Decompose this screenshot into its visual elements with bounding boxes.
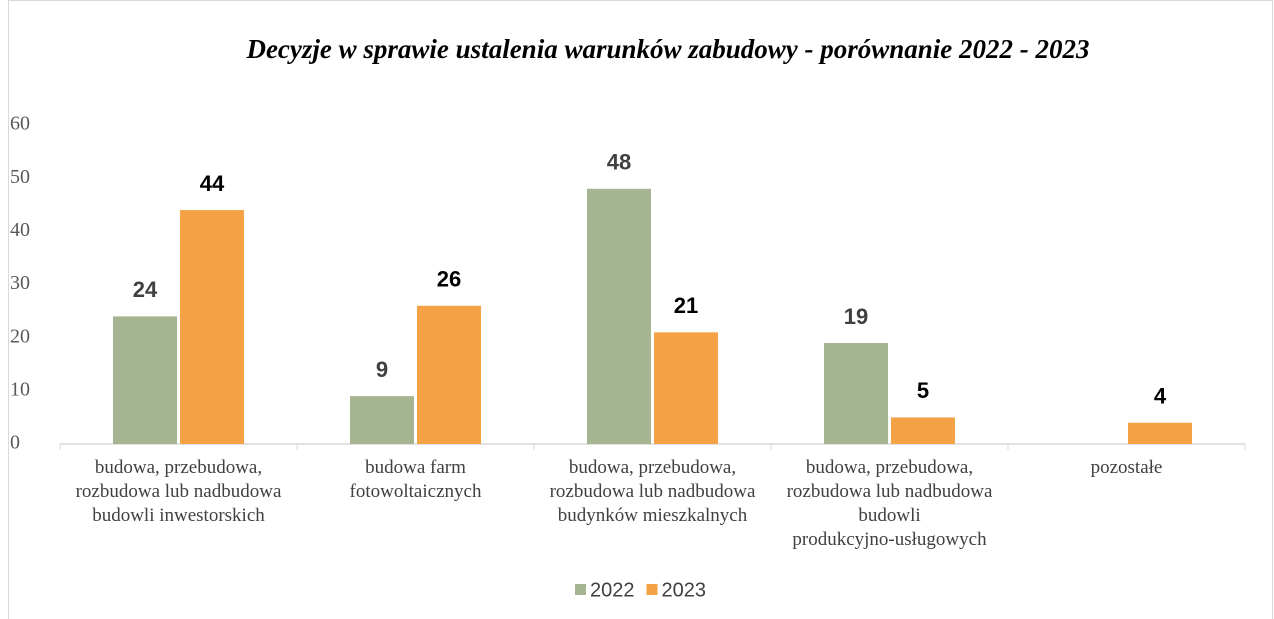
- x-tick-label-line: produkcyjno-usługowych: [792, 529, 987, 550]
- legend-swatch: [646, 584, 658, 595]
- data-label: 48: [607, 150, 631, 175]
- x-tick-label-line: budowa farm: [365, 457, 466, 478]
- bar: [654, 332, 718, 444]
- x-tick-label-line: budowa, przebudowa,: [569, 457, 736, 478]
- data-label: 26: [437, 267, 461, 292]
- data-label: 21: [674, 293, 698, 318]
- x-tick-label-line: rozbudowa lub nadbudowa: [787, 481, 993, 502]
- x-tick-label: budowa, przebudowa, rozbudowa lub nadbudo…: [550, 457, 756, 526]
- x-tick-label: budowa farm fotowoltaicznych: [350, 457, 482, 502]
- x-tick-label-line: budowa, przebudowa,: [95, 457, 262, 478]
- x-tick-label-line: budynków mieszkalnych: [558, 505, 748, 526]
- data-label: 44: [200, 171, 225, 196]
- bar: [113, 316, 177, 444]
- x-tick-label-line: budowli: [858, 505, 920, 526]
- data-label: 19: [844, 304, 868, 329]
- x-tick-label-line: rozbudowa lub nadbudowa: [550, 481, 756, 502]
- bar: [417, 305, 481, 444]
- bar: [350, 396, 414, 444]
- x-tick-label-line: budowli inwestorskich: [92, 505, 265, 526]
- y-tick-label: 50: [10, 166, 30, 188]
- data-label: 9: [376, 357, 388, 382]
- x-tick-label-line: pozostałe: [1091, 457, 1163, 478]
- y-tick-label: 10: [10, 378, 30, 400]
- bar: [587, 188, 651, 444]
- x-tick-label: budowa, przebudowa, rozbudowa lub nadbudo…: [787, 457, 993, 550]
- x-tick-label: pozostałe: [1091, 457, 1163, 478]
- x-tick-label-line: rozbudowa lub nadbudowa: [76, 481, 282, 502]
- data-label: 4: [1154, 384, 1167, 409]
- bar: [1128, 422, 1192, 444]
- bar: [824, 342, 888, 444]
- y-tick-label: 20: [10, 325, 30, 347]
- data-label: 5: [917, 378, 929, 403]
- chart-title: Decyzje w sprawie ustalenia warunków zab…: [245, 34, 1089, 64]
- x-tick-label-line: fotowoltaicznych: [350, 481, 482, 502]
- legend-label: 2022: [590, 579, 635, 601]
- x-tick-label-line: budowa, przebudowa,: [806, 457, 973, 478]
- data-label: 24: [133, 277, 158, 302]
- bar: [180, 210, 244, 444]
- y-tick-label: 0: [10, 432, 20, 454]
- y-tick-label: 40: [10, 219, 30, 241]
- legend-label: 2023: [662, 579, 707, 601]
- x-tick-label: budowa, przebudowa, rozbudowa lub nadbudo…: [76, 457, 282, 526]
- legend-swatch: [575, 584, 586, 595]
- bar: [891, 417, 955, 444]
- y-tick-label: 60: [10, 113, 30, 135]
- y-tick-label: 30: [10, 272, 30, 294]
- chart-border: [8, 0, 1273, 619]
